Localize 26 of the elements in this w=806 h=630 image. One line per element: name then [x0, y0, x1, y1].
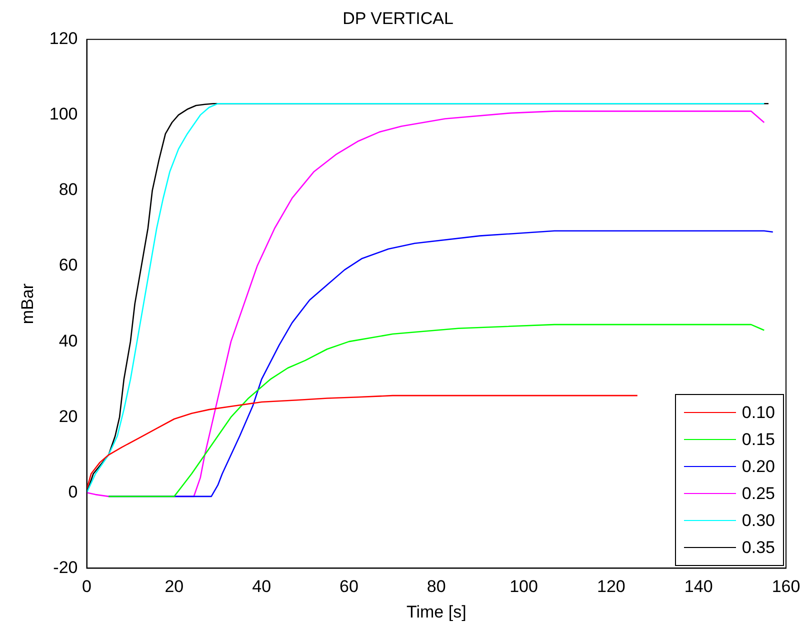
legend-label: 0.30: [742, 510, 775, 531]
x-tick-label: 60: [340, 577, 358, 596]
y-tick-label: -20: [53, 558, 78, 577]
legend-label: 0.25: [742, 484, 775, 504]
x-tick-label: 0: [82, 577, 92, 596]
x-tick-label: 140: [684, 577, 713, 596]
y-tick-label: 100: [49, 104, 78, 124]
y-tick-label: 60: [58, 256, 78, 275]
legend-label: 0.10: [742, 402, 775, 423]
legend-label: 0.20: [742, 456, 775, 477]
y-tick-label: 120: [49, 29, 78, 48]
y-axis-title: mBar: [18, 283, 37, 324]
chart-title: DP VERTICAL: [342, 8, 454, 28]
x-tick-label: 100: [510, 577, 538, 596]
y-tick-label: 20: [58, 406, 78, 426]
y-tick-label: 0: [68, 482, 78, 502]
legend-label: 0.15: [742, 430, 775, 450]
x-axis-title: Time [s]: [406, 602, 466, 622]
x-tick-label: 80: [426, 577, 446, 596]
y-tick-label: 80: [58, 180, 78, 200]
x-tick-label: 20: [164, 577, 184, 596]
legend-label: 0.35: [742, 538, 775, 558]
x-tick-label: 160: [772, 577, 800, 596]
y-tick-label: 40: [58, 331, 78, 350]
x-tick-label: 120: [597, 577, 626, 596]
x-tick-label: 40: [252, 577, 272, 596]
